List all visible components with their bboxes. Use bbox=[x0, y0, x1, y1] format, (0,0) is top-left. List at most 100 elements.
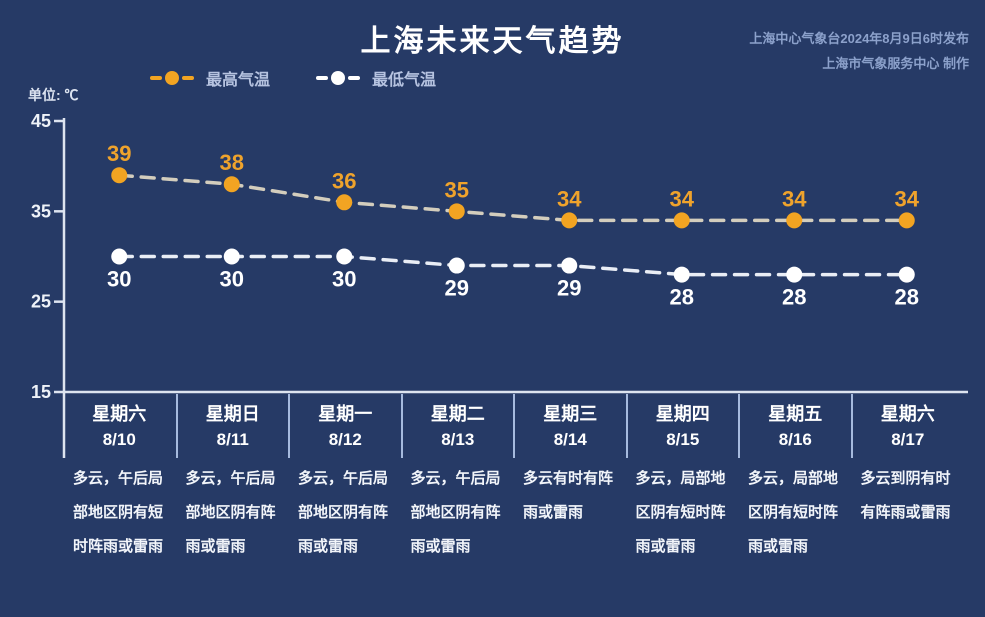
forecast-desc-line: 部地区阴有阵 bbox=[298, 504, 389, 521]
weekday-label: 星期六 bbox=[880, 404, 935, 424]
forecast-desc-line: 多云，午后局 bbox=[185, 470, 276, 487]
day-header-cell: 星期一 8/12 bbox=[288, 394, 401, 458]
high-temp-value-label: 34 bbox=[782, 186, 807, 211]
date-label: 8/10 bbox=[102, 430, 136, 449]
legend: 最高气温 最低气温 bbox=[150, 66, 436, 90]
high-temp-point bbox=[448, 203, 465, 220]
high-temp-point bbox=[223, 176, 240, 193]
day-header-cell: 星期二 8/13 bbox=[400, 394, 514, 458]
low-temp-value-label: 30 bbox=[220, 267, 244, 292]
forecast-desc-cell: 多云，午后局 部地区阴有阵 雨或雷雨 bbox=[288, 462, 401, 564]
day-header-cell: 星期三 8/14 bbox=[513, 394, 626, 458]
publisher-credit: 上海中心气象台2024年8月9日6时发布 上海市气象服务中心 制作 bbox=[749, 26, 969, 76]
y-tick-label: 35 bbox=[31, 201, 51, 221]
forecast-desc-line: 多云到阴有时 bbox=[860, 470, 951, 487]
high-temp-marker-icon bbox=[150, 71, 194, 85]
forecast-desc-cell: 多云，午后局 部地区阴有短 时阵雨或雷雨 bbox=[63, 462, 176, 564]
high-temp-point bbox=[561, 212, 578, 229]
legend-item-low: 最低气温 bbox=[316, 66, 436, 90]
day-header-cell: 星期六 8/10 bbox=[63, 394, 176, 458]
forecast-desc-line: 多云，午后局 bbox=[410, 470, 501, 487]
low-temp-marker-icon bbox=[316, 71, 361, 85]
high-temp-value-label: 39 bbox=[107, 141, 131, 166]
forecast-desc-line: 雨或雷雨 bbox=[748, 538, 809, 555]
forecast-desc-line: 时阵雨或雷雨 bbox=[73, 538, 164, 555]
date-label: 8/15 bbox=[666, 430, 700, 449]
high-temp-value-label: 38 bbox=[220, 150, 244, 175]
low-temp-value-label: 28 bbox=[782, 285, 806, 310]
high-temp-point bbox=[111, 167, 128, 184]
day-header-cell: 星期日 8/11 bbox=[175, 394, 289, 458]
y-tick-label: 45 bbox=[31, 111, 51, 131]
forecast-desc-cell: 多云，局部地 区阴有短时阵 雨或雷雨 bbox=[738, 462, 851, 564]
page-title: 上海未来天气趋势 bbox=[360, 25, 625, 58]
weekday-label: 星期五 bbox=[768, 404, 823, 424]
forecast-desc-line: 雨或雷雨 bbox=[410, 538, 471, 555]
day-header-cell: 星期四 8/15 bbox=[625, 394, 739, 458]
forecast-desc-cell: 多云，局部地 区阴有短时阵 雨或雷雨 bbox=[626, 462, 739, 564]
forecast-desc-line: 多云，局部地 bbox=[748, 470, 839, 487]
weekday-label: 星期三 bbox=[543, 404, 598, 424]
low-temp-value-label: 29 bbox=[557, 276, 581, 301]
day-header-cell: 星期六 8/17 bbox=[850, 394, 964, 458]
low-temp-point bbox=[673, 266, 690, 283]
high-temp-value-label: 34 bbox=[895, 186, 920, 211]
low-temp-value-label: 28 bbox=[895, 285, 919, 310]
legend-label-high: 最高气温 bbox=[206, 72, 271, 89]
date-label: 8/16 bbox=[778, 430, 812, 449]
date-label: 8/17 bbox=[891, 430, 925, 449]
low-temp-point bbox=[561, 257, 578, 274]
forecast-desc-line: 多云有时有阵 bbox=[523, 470, 614, 487]
y-axis-unit-label: 单位: ℃ bbox=[28, 87, 79, 103]
weekday-label: 星期四 bbox=[655, 404, 710, 424]
credit-line-2: 上海市气象服务中心 制作 bbox=[822, 56, 969, 71]
forecast-desc-line: 雨或雷雨 bbox=[185, 538, 246, 555]
forecast-desc-line: 雨或雷雨 bbox=[635, 538, 696, 555]
date-label: 8/13 bbox=[441, 430, 475, 449]
low-temp-value-label: 30 bbox=[332, 267, 356, 292]
legend-item-high: 最高气温 bbox=[150, 66, 270, 90]
weekday-label: 星期日 bbox=[205, 404, 260, 424]
low-temp-value-label: 29 bbox=[445, 276, 469, 301]
forecast-desc-cell: 多云，午后局 部地区阴有阵 雨或雷雨 bbox=[401, 462, 514, 564]
high-temp-value-label: 34 bbox=[670, 186, 695, 211]
forecast-desc-line: 部地区阴有阵 bbox=[410, 504, 501, 521]
legend-label-low: 最低气温 bbox=[372, 72, 437, 89]
high-temp-value-label: 35 bbox=[445, 177, 469, 202]
high-temp-value-label: 34 bbox=[557, 186, 582, 211]
forecast-desc-cell: 多云到阴有时 有阵雨或雷雨 bbox=[851, 462, 964, 564]
forecast-desc-line: 雨或雷雨 bbox=[523, 504, 584, 521]
low-temp-point bbox=[223, 248, 240, 265]
forecast-desc-line: 有阵雨或雷雨 bbox=[860, 504, 951, 521]
low-temp-point bbox=[786, 266, 803, 283]
high-temp-point bbox=[898, 212, 915, 229]
low-temp-point bbox=[448, 257, 465, 274]
forecast-desc-line: 区阴有短时阵 bbox=[748, 504, 839, 521]
weekday-label: 星期二 bbox=[430, 404, 485, 424]
low-series-line bbox=[117, 254, 909, 277]
credit-line-1: 上海中心气象台2024年8月9日6时发布 bbox=[749, 31, 969, 46]
forecast-desc-line: 多云，午后局 bbox=[73, 470, 164, 487]
weekday-label: 星期一 bbox=[318, 404, 373, 424]
low-temp-point bbox=[336, 248, 353, 265]
weekday-label: 星期六 bbox=[92, 404, 147, 424]
forecast-desc-cell: 多云，午后局 部地区阴有阵 雨或雷雨 bbox=[176, 462, 289, 564]
y-tick-label: 15 bbox=[31, 382, 51, 402]
forecast-desc-line: 部地区阴有阵 bbox=[185, 504, 276, 521]
high-series-line bbox=[117, 173, 909, 223]
forecast-desc-row: 多云，午后局 部地区阴有短 时阵雨或雷雨 多云，午后局 部地区阴有阵 雨或雷雨 多云，午后局… bbox=[63, 462, 963, 564]
forecast-desc-line: 雨或雷雨 bbox=[298, 538, 359, 555]
date-label: 8/12 bbox=[328, 430, 362, 449]
date-label: 8/14 bbox=[553, 430, 587, 449]
low-temp-value-label: 28 bbox=[670, 285, 694, 310]
forecast-desc-line: 部地区阴有短 bbox=[73, 504, 164, 521]
day-header-row: 星期六 8/10 星期日 8/11 星期一 8/12 星期二 8/13 星期三 8/14 星期四 8/… bbox=[63, 394, 963, 458]
high-temp-point bbox=[673, 212, 690, 229]
low-temp-point bbox=[111, 248, 128, 265]
forecast-desc-cell: 多云有时有阵 雨或雷雨 bbox=[513, 462, 626, 564]
high-temp-value-label: 36 bbox=[332, 168, 356, 193]
forecast-desc-line: 区阴有短时阵 bbox=[635, 504, 726, 521]
forecast-desc-line: 多云，局部地 bbox=[635, 470, 726, 487]
